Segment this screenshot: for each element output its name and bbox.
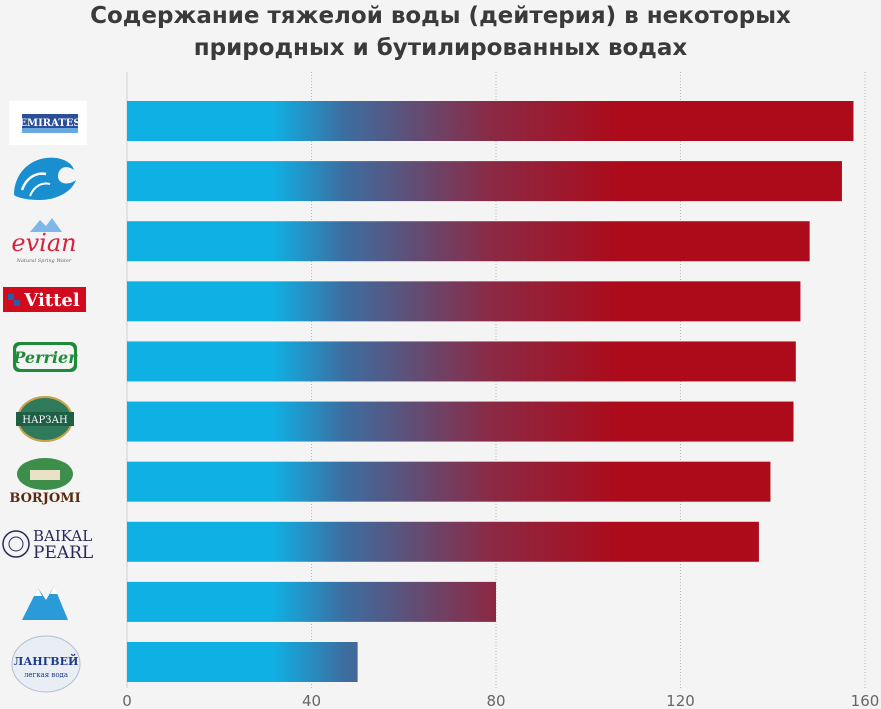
bars <box>127 101 854 682</box>
vittel-logo: Vittel <box>3 287 86 312</box>
evian-logo-text: evian <box>11 229 76 257</box>
baikal-pearl-logo-text-2: PEARL <box>33 543 93 563</box>
bar-mountains <box>127 581 496 622</box>
vittel-logo-text: Vittel <box>23 290 80 311</box>
x-tick-label: 80 <box>486 692 505 709</box>
bar-perrier <box>127 341 796 382</box>
brand-logos: EMIRATES evian Natural Spring Water Vitt… <box>2 101 93 693</box>
langvey-logo-text-1: ЛАНГВЕЙ <box>14 653 79 668</box>
borjomi-logo-text: BORJOMI <box>9 491 80 506</box>
bar-evian <box>127 221 810 262</box>
baikal-pearl-logo: BAIKAL PEARL <box>2 527 93 563</box>
x-tick-label: 40 <box>302 692 321 709</box>
bar-wave <box>127 161 842 202</box>
narzan-logo-text: НАРЗАН <box>22 415 68 426</box>
bar-emirates <box>127 101 854 141</box>
perrier-logo-text: Perrier <box>12 348 78 367</box>
bar-лангвей <box>127 642 358 682</box>
langvey-logo: ЛАНГВЕЙ легкая вода <box>11 635 81 693</box>
wave-logo <box>14 157 76 200</box>
bar-baikal-pearl <box>127 521 759 562</box>
narzan-logo: НАРЗАН <box>16 396 74 442</box>
emirates-logo-text: EMIRATES <box>19 118 80 129</box>
bar-vittel <box>127 281 801 322</box>
emirates-logo: EMIRATES <box>9 101 87 145</box>
evian-logo: evian Natural Spring Water <box>11 218 77 264</box>
borjomi-logo: BORJOMI <box>9 458 81 506</box>
chart-title: Содержание тяжелой воды (дейтерия) в нек… <box>0 0 881 64</box>
x-tick-labels: 0 40 80 120 160 <box>122 692 879 709</box>
x-tick-label: 160 <box>851 692 880 709</box>
mountains-logo <box>22 586 68 620</box>
chart-title-line-2: природных и бутилированных водах <box>193 35 688 61</box>
chart-title-line-1: Содержание тяжелой воды (дейтерия) в нек… <box>90 3 791 29</box>
langvey-logo-text-2: легкая вода <box>24 671 68 679</box>
evian-logo-subtext: Natural Spring Water <box>16 258 72 264</box>
bar-нарзан <box>127 401 794 442</box>
perrier-logo: Perrier <box>12 342 78 372</box>
bar-borjomi <box>127 461 771 502</box>
baikal-pearl-logo-text-1: BAIKAL <box>33 527 92 545</box>
x-tick-label: 0 <box>122 692 132 709</box>
x-tick-label: 120 <box>666 692 695 709</box>
